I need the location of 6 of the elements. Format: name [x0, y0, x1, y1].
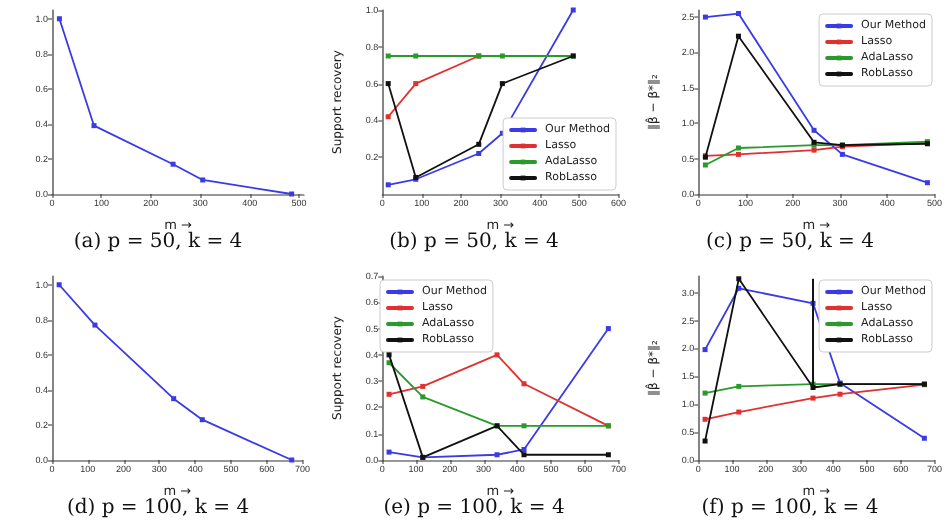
text: (a) p = 50, k = 4 — [73, 231, 243, 253]
text: (f) p = 100, k = 4 — [701, 497, 879, 519]
text: (b) p = 50, k = 4 — [389, 231, 559, 253]
text: (c) p = 50, k = 4 — [706, 231, 874, 253]
text: (e) p = 100, k = 4 — [383, 497, 565, 519]
text: (d) p = 100, k = 4 — [66, 497, 250, 519]
